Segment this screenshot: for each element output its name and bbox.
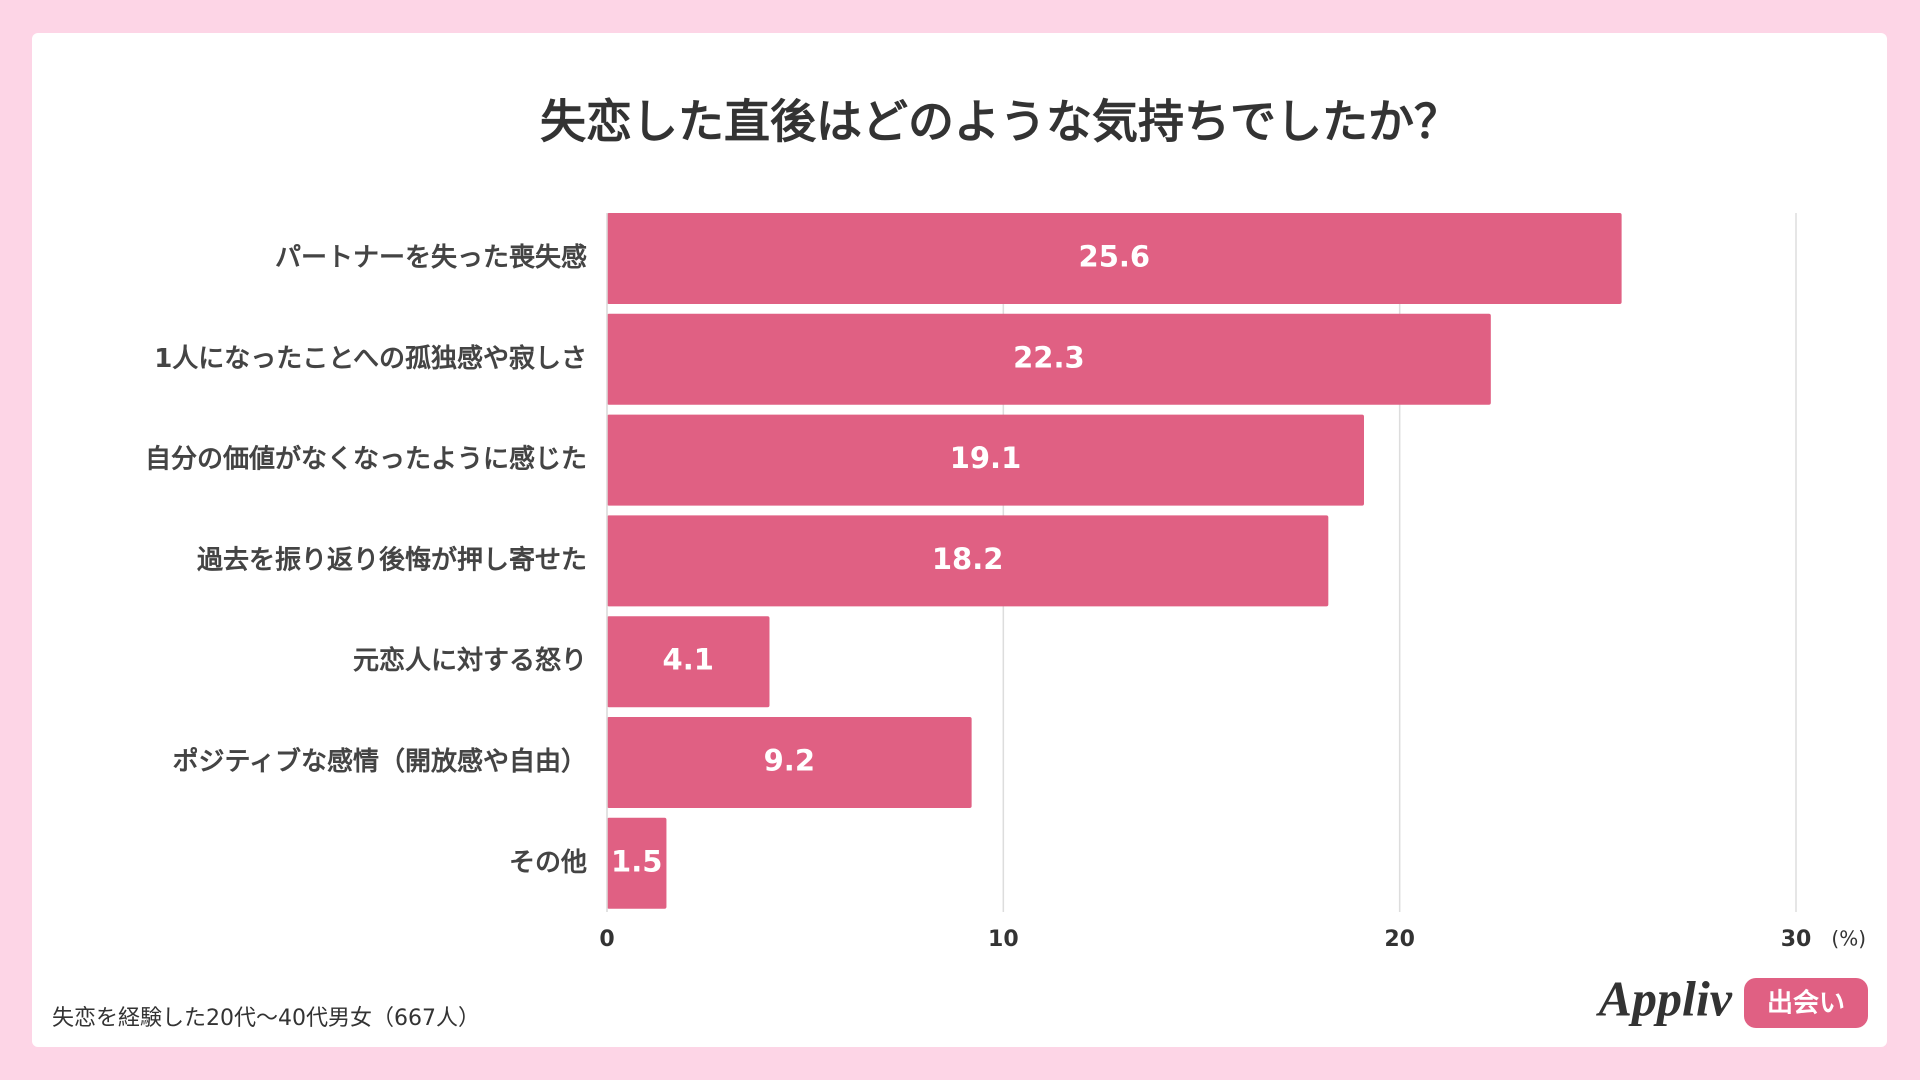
value-label: 9.2 [764,744,815,778]
y-tick-label: 1人になったことへの孤独感や寂しさ [154,343,587,374]
bar [607,313,1491,405]
chart-title: 失恋した直後はどのような気持ちでしたか？ [540,95,1460,149]
y-tick-label: ポジティブな感情（開放感や自由） [173,746,587,777]
bar [607,717,972,808]
y-tick-label: 元恋人に対する怒り [353,645,587,676]
x-tick-label: 20 [1384,927,1415,952]
x-unit: (%) [1831,927,1866,951]
logo-badge: 出会い [1767,989,1845,1019]
y-tick-label: パートナーを失った喪失感 [275,243,587,273]
footnote: 失恋を経験した20代〜40代男女（667人） [52,1006,480,1031]
x-tick-label: 10 [988,927,1019,952]
value-label: 1.5 [611,844,662,878]
value-label: 22.3 [1013,340,1085,374]
bar [607,213,1622,304]
y-tick-label: 過去を振り返り後悔が押し寄せた [197,544,587,575]
value-label: 25.6 [1079,240,1151,274]
logo: Appliv [1596,970,1733,1026]
bar [607,515,1329,607]
logo-badge-bg [1744,978,1868,1028]
bar [607,817,667,909]
value-label: 4.1 [663,643,714,677]
x-tick-label: 30 [1781,927,1812,952]
x-tick-label: 0 [599,927,614,952]
value-label: 19.1 [950,441,1022,475]
bar [607,616,770,708]
value-label: 18.2 [932,542,1004,576]
y-tick-label: その他 [509,848,587,878]
y-tick-label: 自分の価値がなくなったように感じた [145,444,587,475]
bar [607,414,1364,506]
